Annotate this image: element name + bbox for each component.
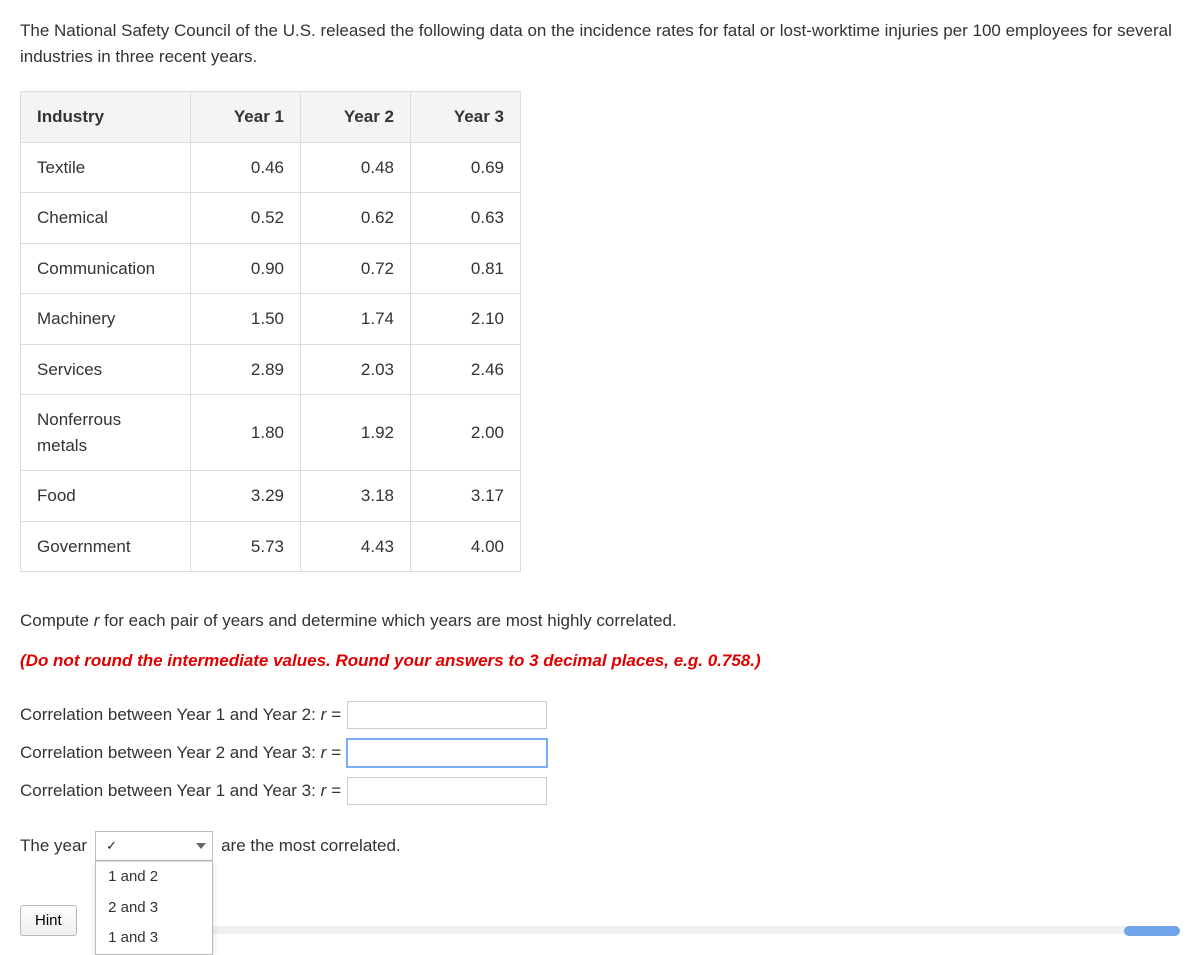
col-industry: Industry xyxy=(21,92,191,143)
cell-value: 0.46 xyxy=(191,142,301,193)
cell-industry: Machinery xyxy=(21,294,191,345)
cell-value: 0.81 xyxy=(411,243,521,294)
col-year3: Year 3 xyxy=(411,92,521,143)
final-before: The year xyxy=(20,831,87,861)
cell-value: 4.43 xyxy=(301,521,411,572)
cell-value: 0.90 xyxy=(191,243,301,294)
col-year1: Year 1 xyxy=(191,92,301,143)
cell-industry: Communication xyxy=(21,243,191,294)
cell-industry: Textile xyxy=(21,142,191,193)
table-row: Machinery1.501.742.10 xyxy=(21,294,521,345)
cell-industry: Nonferrous metals xyxy=(21,395,191,471)
table-header-row: Industry Year 1 Year 2 Year 3 xyxy=(21,92,521,143)
rounding-instruction: (Do not round the intermediate values. R… xyxy=(20,648,1180,674)
input-r13[interactable] xyxy=(347,777,547,805)
cell-value: 0.52 xyxy=(191,193,301,244)
year-pair-dropdown: 1 and 22 and 31 and 3 xyxy=(95,861,213,955)
cell-industry: Food xyxy=(21,471,191,522)
table-row: Textile0.460.480.69 xyxy=(21,142,521,193)
table-row: Chemical0.520.620.63 xyxy=(21,193,521,244)
year-pair-select[interactable]: ✓ xyxy=(95,831,213,861)
scrollbar-thumb[interactable] xyxy=(1124,926,1180,936)
cell-value: 0.69 xyxy=(411,142,521,193)
final-after: are the most correlated. xyxy=(221,831,401,861)
cell-value: 3.29 xyxy=(191,471,301,522)
dropdown-option[interactable]: 1 and 2 xyxy=(96,862,212,893)
answer-row-3: Correlation between Year 1 and Year 3: r… xyxy=(20,777,1180,805)
input-r23[interactable] xyxy=(347,739,547,767)
label-r23: Correlation between Year 2 and Year 3: r… xyxy=(20,740,341,766)
cell-value: 1.74 xyxy=(301,294,411,345)
cell-value: 1.50 xyxy=(191,294,301,345)
check-icon: ✓ xyxy=(106,836,117,856)
cell-industry: Chemical xyxy=(21,193,191,244)
data-table: Industry Year 1 Year 2 Year 3 Textile0.4… xyxy=(20,91,521,572)
cell-value: 0.72 xyxy=(301,243,411,294)
question-text: Compute r for each pair of years and det… xyxy=(20,608,1180,634)
cell-value: 2.03 xyxy=(301,344,411,395)
scrollbar-track xyxy=(126,926,1180,934)
cell-value: 0.63 xyxy=(411,193,521,244)
answer-row-2: Correlation between Year 2 and Year 3: r… xyxy=(20,739,1180,767)
cell-value: 2.89 xyxy=(191,344,301,395)
label-r13: Correlation between Year 1 and Year 3: r… xyxy=(20,778,341,804)
cell-value: 2.46 xyxy=(411,344,521,395)
table-row: Government5.734.434.00 xyxy=(21,521,521,572)
label-r12: Correlation between Year 1 and Year 2: r… xyxy=(20,702,341,728)
dropdown-option[interactable]: 1 and 3 xyxy=(96,923,212,954)
hint-button[interactable]: Hint xyxy=(20,905,77,936)
col-year2: Year 2 xyxy=(301,92,411,143)
answer-row-1: Correlation between Year 1 and Year 2: r… xyxy=(20,701,1180,729)
cell-value: 1.80 xyxy=(191,395,301,471)
table-row: Food3.293.183.17 xyxy=(21,471,521,522)
cell-value: 0.62 xyxy=(301,193,411,244)
intro-text: The National Safety Council of the U.S. … xyxy=(20,18,1180,69)
table-row: Services2.892.032.46 xyxy=(21,344,521,395)
chevron-down-icon xyxy=(196,843,206,849)
cell-value: 1.92 xyxy=(301,395,411,471)
table-row: Nonferrous metals1.801.922.00 xyxy=(21,395,521,471)
dropdown-option[interactable]: 2 and 3 xyxy=(96,893,212,924)
cell-industry: Services xyxy=(21,344,191,395)
cell-value: 2.10 xyxy=(411,294,521,345)
cell-value: 4.00 xyxy=(411,521,521,572)
table-row: Communication0.900.720.81 xyxy=(21,243,521,294)
cell-value: 5.73 xyxy=(191,521,301,572)
cell-value: 3.18 xyxy=(301,471,411,522)
cell-industry: Government xyxy=(21,521,191,572)
cell-value: 2.00 xyxy=(411,395,521,471)
cell-value: 3.17 xyxy=(411,471,521,522)
cell-value: 0.48 xyxy=(301,142,411,193)
input-r12[interactable] xyxy=(347,701,547,729)
